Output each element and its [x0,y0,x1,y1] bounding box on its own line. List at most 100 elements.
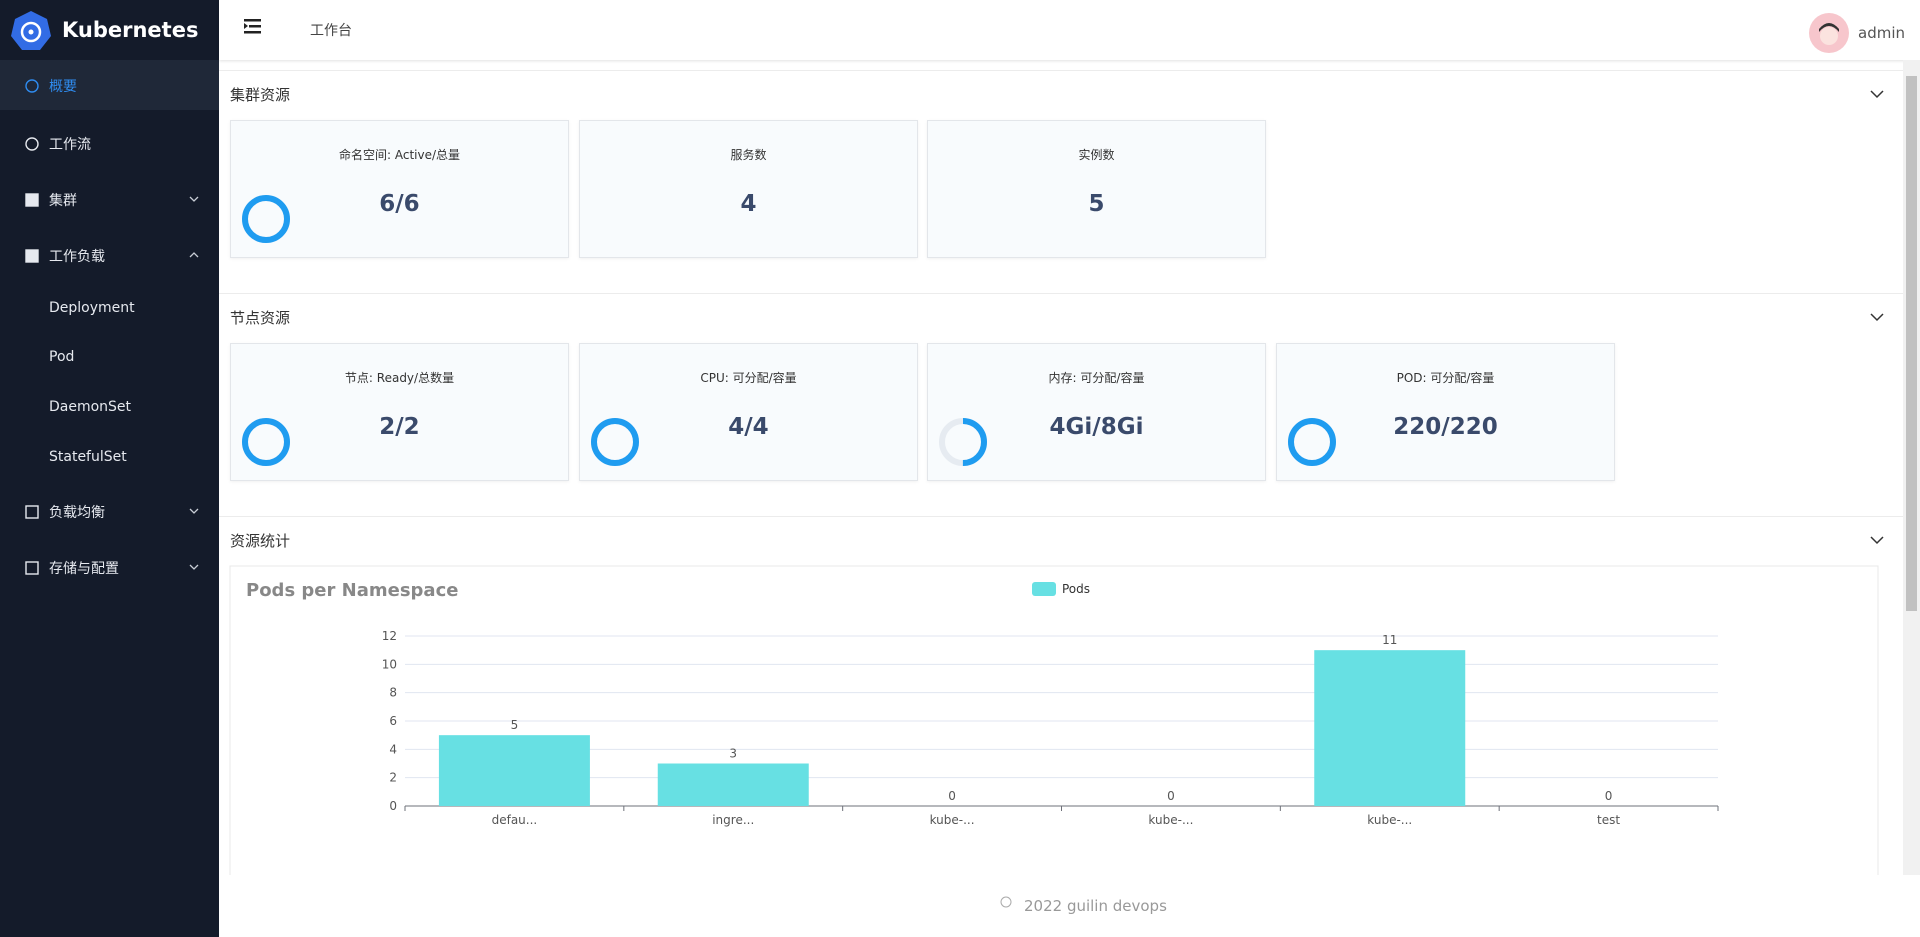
chevron-path [189,508,199,514]
chevron-path [189,196,199,202]
menu-label: StatefulSet [49,449,127,465]
sidebar: Kubernetes 概要工作流集群工作负载 Deployment Pod Daemo… [0,0,219,937]
menu-toggle[interactable] [243,18,263,36]
menu-item[interactable]: 存储与配置 [0,542,219,592]
menu-item[interactable]: StatefulSet [0,433,219,483]
menu-item[interactable]: 负载均衡 [0,486,219,536]
collapse-chevron [1870,90,1884,99]
data-label: 0 [948,789,956,803]
stat-card: 实例数 5 [927,120,1266,258]
header: 工作台 admin [219,0,1920,60]
icon-shape [25,193,39,207]
stat-card: 服务数 4 [579,120,918,258]
y-tick-label: 2 [389,771,397,785]
section-title: 节点资源 [230,309,291,327]
divider [219,516,1903,517]
scroll-thumb[interactable] [1906,76,1917,611]
chevron [189,564,199,570]
menu-item[interactable]: 工作负载 [0,230,219,280]
icon-shape [25,505,39,519]
card-value: 5 [1088,191,1105,217]
card-value: 4/4 [728,414,769,440]
divider [219,70,1903,71]
card-title: 内存: 可分配/容量 [1048,371,1145,385]
bar [657,763,809,806]
stat-card: CPU: 可分配/容量 4/4 [579,343,918,481]
data-label: 0 [1167,789,1175,803]
chart-title: Pods per Namespace [246,580,458,601]
icon-shape [25,249,39,263]
footer-text: 2022 guilin devops [1024,897,1167,915]
menu-item[interactable]: 概要 [0,60,219,110]
icon-shape [25,137,39,151]
chevron-path [189,564,199,570]
menu-item[interactable]: Pod [0,333,219,383]
chevron [189,508,199,514]
x-tick-label: ingre... [712,813,754,827]
footer-icon [1000,896,1012,908]
data-label: 0 [1605,789,1613,803]
legend-label: Pods [1062,582,1090,596]
x-tick-label: kube-... [1367,813,1412,827]
stat-card: 节点: Ready/总数量 2/2 [230,343,569,481]
x-tick-label: defau... [492,813,538,827]
x-tick-label: test [1597,813,1620,827]
y-tick-label: 4 [389,742,397,756]
card-title: 服务数 [730,148,767,162]
menu-item[interactable]: Deployment [0,284,219,334]
logo [11,11,51,50]
collapse-chevron [1870,536,1884,545]
menu-icon [25,79,39,93]
card-value: 4 [740,191,757,217]
card-title: 节点: Ready/总数量 [344,371,455,385]
y-tick-label: 0 [389,799,397,813]
bar [438,735,590,806]
menu-icon [25,505,39,519]
breadcrumb[interactable]: 工作台 [310,23,352,39]
icon-shape [25,79,39,93]
footer-bg [219,875,1920,937]
menu-icon [25,249,39,263]
menu-item[interactable]: 工作流 [0,118,219,168]
card-title: CPU: 可分配/容量 [700,371,797,385]
user-name[interactable]: admin [1858,24,1905,42]
menu-label: Pod [49,349,75,365]
card-title: 命名空间: Active/总量 [338,148,461,162]
menu-label: 存储与配置 [49,561,119,577]
card-title: 实例数 [1078,148,1115,162]
y-tick-label: 6 [389,714,397,728]
data-label: 5 [511,718,519,732]
menu-label: 工作负载 [49,249,105,265]
menu-item[interactable]: 集群 [0,174,219,224]
x-tick-label: kube-... [930,813,975,827]
scrollbar[interactable] [1903,60,1920,875]
collapse-chevron [1870,313,1884,322]
stat-card: 内存: 可分配/容量 4Gi/8Gi [927,343,1266,481]
menu-item[interactable]: DaemonSet [0,383,219,433]
y-tick-label: 10 [382,657,397,671]
divider [219,293,1903,294]
section-title: 资源统计 [230,532,291,550]
menu-label: 概要 [49,79,77,95]
y-tick-label: 8 [389,686,397,700]
card-value: 2/2 [379,414,420,440]
menu-icon [25,137,39,151]
chevron [189,252,199,258]
data-label: 11 [1382,633,1397,647]
brand: Kubernetes [62,18,199,42]
bar [1314,650,1466,806]
card-value: 220/220 [1393,414,1498,440]
menu-label: 工作流 [49,137,91,153]
x-tick-label: kube-... [1148,813,1193,827]
menu-label: DaemonSet [49,399,132,415]
section-title: 集群资源 [230,86,291,104]
menu-label: Deployment [49,300,135,316]
legend-swatch [1032,582,1056,596]
avatar[interactable] [1808,12,1850,54]
data-label: 3 [729,747,737,761]
card-value: 6/6 [379,191,420,217]
icon-shape [25,561,39,575]
y-tick-label: 12 [382,629,397,643]
chevron-path [189,252,199,258]
